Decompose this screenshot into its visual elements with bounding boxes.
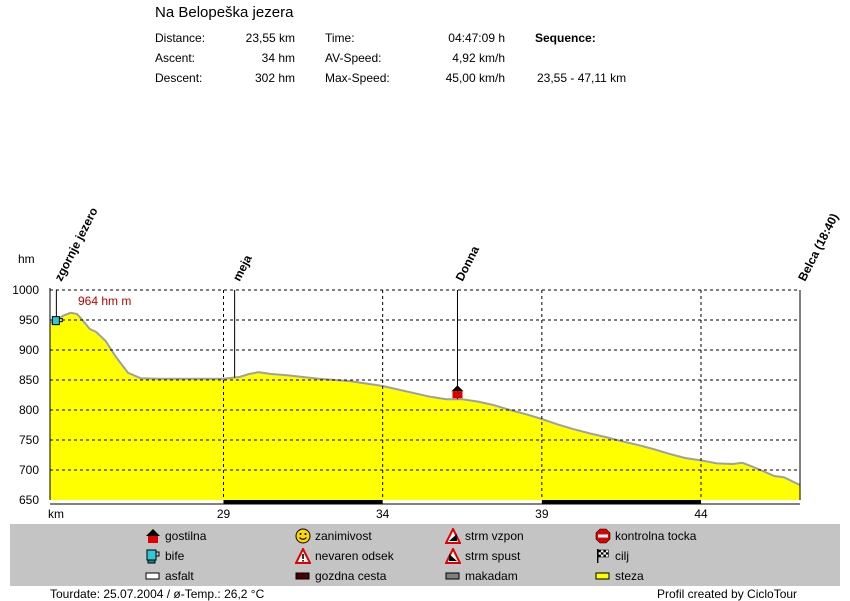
legend-label: strm vzpon	[465, 529, 524, 543]
credit-text: Profil created by CicloTour	[657, 587, 798, 601]
sequence-label: Sequence:	[535, 31, 596, 45]
house-icon	[451, 385, 464, 399]
cup-body	[51, 316, 60, 326]
legend-label: cilj	[615, 549, 629, 563]
max-speed-label: Max-Speed:	[325, 71, 390, 85]
cup-icon	[146, 549, 160, 564]
ascent-label: Ascent:	[155, 51, 196, 65]
checkered-flag-icon	[597, 549, 609, 563]
ascent-value: 34 hm	[261, 51, 295, 65]
waypoint-label: Belca (18:40)	[795, 211, 841, 283]
waypoint-label: Donna	[453, 243, 483, 283]
x-tick-label: 39	[535, 507, 549, 521]
stop-icon	[595, 528, 611, 544]
sequence-value: 23,55 - 47,11 km	[537, 71, 627, 85]
legend-label: kontrolna tocka	[615, 529, 697, 543]
elevation-line	[49, 311, 801, 486]
y-tick-label: 950	[19, 313, 39, 327]
x-tick-label: 44	[694, 507, 708, 521]
legend-label: bife	[165, 549, 185, 563]
descent-label: Descent:	[155, 71, 203, 85]
x-tick-label: 34	[376, 507, 390, 521]
surface-bar	[541, 500, 701, 504]
time-label: Time:	[325, 31, 355, 45]
tour-date-text: Tourdate: 25.07.2004 / ø-Temp.: 26,2 °C	[50, 587, 265, 601]
y-tick-label: 750	[19, 433, 39, 447]
x-axis-label: km	[48, 507, 64, 521]
legend-label: zanimivost	[315, 529, 372, 543]
steep-down-icon	[445, 548, 461, 564]
legend-label: gostilna	[165, 529, 207, 543]
page-title: Na Belopeška jezera	[155, 4, 294, 21]
y-tick-label: 700	[19, 463, 39, 477]
gravel-swatch	[445, 572, 460, 580]
surface-bar	[223, 500, 383, 504]
house-icon	[146, 529, 160, 543]
waypoint-label: zgornje jezero	[52, 205, 101, 283]
y-axis-label: hm	[18, 252, 35, 266]
house-roof	[451, 385, 464, 392]
legend-label: makadam	[465, 569, 518, 583]
av-speed-value: 4,92 km/h	[452, 51, 505, 65]
asphalt-swatch	[145, 572, 160, 580]
legend-label: steza	[615, 569, 644, 583]
legend-label: gozdna cesta	[315, 569, 387, 583]
y-tick-label: 800	[19, 403, 39, 417]
time-value: 04:47:09 h	[448, 31, 505, 45]
distance-label: Distance:	[155, 31, 206, 45]
distance-value: 23,55 km	[245, 31, 295, 45]
trail-swatch	[595, 572, 610, 580]
y-tick-label: 900	[19, 343, 39, 357]
warning-icon	[295, 548, 311, 564]
max-speed-value: 45,00 km/h	[445, 71, 505, 85]
cup-handle	[59, 318, 63, 323]
legend-label: strm spust	[465, 549, 521, 563]
descent-value: 302 hm	[254, 71, 295, 85]
legend-label: nevaren odsek	[315, 549, 394, 563]
max-elevation-label: 964 hm m	[78, 294, 131, 308]
elevation-area	[50, 312, 800, 500]
forest-road-swatch	[295, 572, 310, 580]
waypoint-label: meja	[230, 252, 255, 283]
y-tick-label: 650	[19, 493, 39, 507]
smiley-icon	[295, 528, 311, 544]
y-tick-label: 1000	[12, 283, 39, 297]
house-body	[452, 391, 463, 399]
legend-panel: gostilna bife asfalt zanimivost nevaren …	[10, 524, 840, 586]
y-tick-label: 850	[19, 373, 39, 387]
legend-label: asfalt	[165, 569, 194, 583]
av-speed-label: AV-Speed:	[325, 51, 382, 65]
x-tick-label: 29	[217, 507, 231, 521]
cup-icon	[51, 316, 63, 326]
steep-up-icon	[445, 528, 461, 544]
